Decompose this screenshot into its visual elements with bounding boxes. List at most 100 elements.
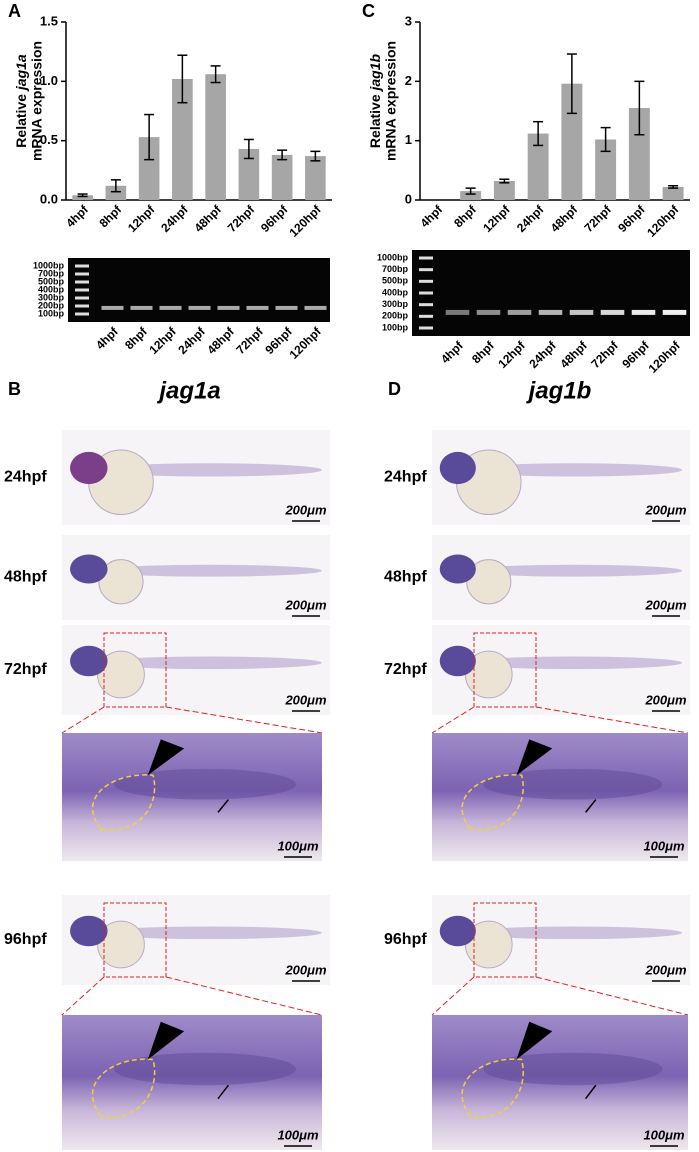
ladder-label: 1000bp <box>377 252 409 262</box>
lane-label: 48hpf <box>204 324 237 357</box>
arrow <box>585 799 597 813</box>
zoom-tissue <box>114 1052 296 1086</box>
gel-band <box>569 309 594 315</box>
gel-band <box>507 309 532 315</box>
x-tick-label: 4hpf <box>63 202 92 231</box>
x-tick-label: 24hpf <box>158 202 191 235</box>
ladder-band <box>75 288 89 292</box>
inset-line <box>61 706 105 734</box>
ladder-label: 400bp <box>38 284 65 294</box>
y-tick-label: 0.0 <box>40 191 58 206</box>
ladder-band <box>419 279 433 283</box>
embryo-head <box>439 645 476 677</box>
gel-band <box>631 309 656 315</box>
scale-bar-label: 100μm <box>277 838 319 853</box>
ladder-band <box>75 312 89 316</box>
bar <box>662 186 684 200</box>
panel-title: jag1a <box>156 377 220 404</box>
lane-label: 24hpf <box>526 338 559 371</box>
x-tick-label: 4hpf <box>417 202 446 231</box>
ladder-label: 300bp <box>382 299 409 309</box>
lane-label: 12hpf <box>146 324 179 357</box>
inset-box <box>473 902 537 978</box>
x-tick-label: 12hpf <box>480 202 513 235</box>
scale-bar-label: 200μm <box>284 962 327 977</box>
embryo-tail <box>465 926 683 940</box>
zoom-tissue <box>114 768 296 800</box>
ladder-label: 700bp <box>382 264 409 274</box>
liver-outline <box>91 1058 156 1118</box>
gel-band <box>304 305 327 310</box>
ladder-band <box>419 326 433 330</box>
lane-label: 12hpf <box>495 338 528 371</box>
gel-band <box>600 309 625 315</box>
bar <box>138 137 160 200</box>
ladder-band <box>419 268 433 272</box>
inset-box <box>103 902 167 978</box>
panel-label: A <box>8 1 21 21</box>
x-tick-label: 72hpf <box>581 202 614 235</box>
ladder-band <box>75 304 89 308</box>
gel-band <box>445 309 470 315</box>
lane-label: 4hpf <box>93 324 122 353</box>
gel-image <box>412 250 690 336</box>
scale-bar-label: 200μm <box>644 502 687 517</box>
embryo-tail <box>96 463 322 477</box>
ladder-band <box>75 272 89 276</box>
ladder-label: 700bp <box>38 268 65 278</box>
embryo-tail <box>96 656 322 670</box>
y-label-gene: jag1b <box>367 53 383 92</box>
bar <box>72 195 93 200</box>
panel-title: jag1b <box>526 377 592 404</box>
scale-bar-label: 200μm <box>644 597 687 612</box>
liver-outline <box>91 774 156 831</box>
y-tick-label: 1.5 <box>40 13 58 28</box>
panel-label: B <box>8 379 21 399</box>
arrow <box>217 799 229 813</box>
inset-box <box>103 632 167 708</box>
bar <box>172 78 193 200</box>
x-tick-label: 8hpf <box>96 202 125 231</box>
x-tick-label: 12hpf <box>125 202 158 235</box>
lane-label: 24hpf <box>175 324 208 357</box>
y-tick-label: 1.0 <box>40 73 58 88</box>
x-tick-label: 120hpf <box>644 202 682 240</box>
bar <box>271 154 293 200</box>
embryo-head <box>70 915 108 947</box>
lane-label: 72hpf <box>233 324 266 357</box>
row-label: 24hpf <box>4 469 47 486</box>
bar <box>238 148 260 200</box>
ladder-band <box>419 256 433 260</box>
embryo-tail <box>465 656 683 670</box>
inset-line <box>431 706 475 734</box>
zoom-tissue <box>483 768 663 800</box>
panel-label: D <box>388 379 401 399</box>
lane-label: 120hpf <box>287 324 325 362</box>
gel-band <box>130 305 153 310</box>
gel-band <box>246 305 269 310</box>
gel-band <box>662 309 687 315</box>
lane-label: 4hpf <box>438 338 467 367</box>
row-label: 24hpf <box>384 469 427 486</box>
arrow <box>217 1084 229 1100</box>
row-label: 96hpf <box>384 931 427 948</box>
ladder-label: 1000bp <box>33 260 65 270</box>
inset-line <box>431 976 475 1016</box>
ladder-label: 500bp <box>38 276 65 286</box>
ladder-label: 300bp <box>38 292 65 302</box>
embryo-head <box>70 645 108 677</box>
y-axis-label: Relative jag1a <box>13 54 29 148</box>
lane-label: 48hpf <box>557 338 590 371</box>
row-label: 96hpf <box>4 931 47 948</box>
bar <box>493 181 515 200</box>
scale-bar-label: 100μm <box>643 838 685 853</box>
embryo-tail <box>96 926 322 940</box>
gel-band <box>101 305 124 310</box>
embryo-tail <box>96 564 322 577</box>
inset-line <box>165 706 323 734</box>
lane-label: 72hpf <box>588 338 621 371</box>
ladder-label: 100bp <box>382 322 409 332</box>
liver-outline <box>461 774 524 831</box>
x-tick-label: 120hpf <box>286 202 324 240</box>
ladder-band <box>75 296 89 300</box>
